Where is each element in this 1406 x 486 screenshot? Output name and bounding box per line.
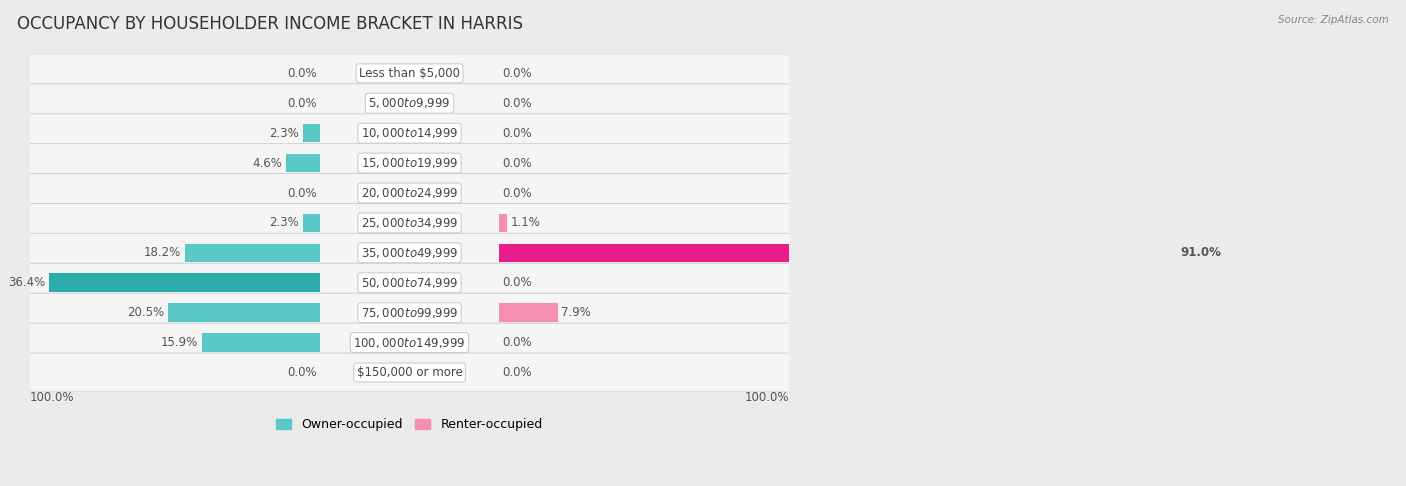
Text: 0.0%: 0.0% <box>502 156 533 170</box>
Text: OCCUPANCY BY HOUSEHOLDER INCOME BRACKET IN HARRIS: OCCUPANCY BY HOUSEHOLDER INCOME BRACKET … <box>17 15 523 33</box>
Text: 0.0%: 0.0% <box>287 97 316 110</box>
Bar <box>49 274 321 292</box>
FancyBboxPatch shape <box>28 293 790 332</box>
FancyBboxPatch shape <box>28 263 790 302</box>
Text: 36.4%: 36.4% <box>8 276 45 289</box>
Text: $15,000 to $19,999: $15,000 to $19,999 <box>361 156 458 170</box>
Bar <box>202 333 321 352</box>
Text: 0.0%: 0.0% <box>287 366 316 379</box>
Text: $20,000 to $24,999: $20,000 to $24,999 <box>361 186 458 200</box>
Text: 100.0%: 100.0% <box>30 391 75 404</box>
Bar <box>304 214 321 232</box>
Bar <box>184 243 321 262</box>
Text: 18.2%: 18.2% <box>143 246 181 260</box>
Text: Less than $5,000: Less than $5,000 <box>359 67 460 80</box>
Text: 0.0%: 0.0% <box>502 127 533 139</box>
Text: 91.0%: 91.0% <box>1180 246 1220 260</box>
Text: 0.0%: 0.0% <box>502 97 533 110</box>
Text: $50,000 to $74,999: $50,000 to $74,999 <box>361 276 458 290</box>
Text: 0.0%: 0.0% <box>287 187 316 199</box>
Text: 2.3%: 2.3% <box>270 216 299 229</box>
Text: Source: ZipAtlas.com: Source: ZipAtlas.com <box>1278 15 1389 25</box>
Bar <box>304 124 321 142</box>
Text: $75,000 to $99,999: $75,000 to $99,999 <box>361 306 458 320</box>
Text: 20.5%: 20.5% <box>127 306 165 319</box>
Text: $10,000 to $14,999: $10,000 to $14,999 <box>361 126 458 140</box>
Text: 2.3%: 2.3% <box>270 127 299 139</box>
FancyBboxPatch shape <box>28 323 790 362</box>
Text: 1.1%: 1.1% <box>510 216 541 229</box>
Text: 0.0%: 0.0% <box>502 67 533 80</box>
Bar <box>499 303 558 322</box>
Text: 100.0%: 100.0% <box>745 391 789 404</box>
Text: $35,000 to $49,999: $35,000 to $49,999 <box>361 246 458 260</box>
Text: 0.0%: 0.0% <box>287 67 316 80</box>
FancyBboxPatch shape <box>28 84 790 122</box>
FancyBboxPatch shape <box>28 174 790 212</box>
FancyBboxPatch shape <box>28 204 790 243</box>
Bar <box>285 154 321 173</box>
FancyBboxPatch shape <box>28 54 790 93</box>
Bar <box>499 214 508 232</box>
Text: 0.0%: 0.0% <box>502 187 533 199</box>
FancyBboxPatch shape <box>28 144 790 183</box>
Text: $5,000 to $9,999: $5,000 to $9,999 <box>368 96 451 110</box>
Text: 4.6%: 4.6% <box>252 156 283 170</box>
Text: 15.9%: 15.9% <box>160 336 198 349</box>
Text: 7.9%: 7.9% <box>561 306 592 319</box>
Text: 0.0%: 0.0% <box>502 336 533 349</box>
FancyBboxPatch shape <box>28 114 790 153</box>
FancyBboxPatch shape <box>28 353 790 392</box>
Bar <box>167 303 321 322</box>
FancyBboxPatch shape <box>28 233 790 272</box>
Bar <box>499 243 1177 262</box>
Legend: Owner-occupied, Renter-occupied: Owner-occupied, Renter-occupied <box>271 414 548 436</box>
Text: $25,000 to $34,999: $25,000 to $34,999 <box>361 216 458 230</box>
Text: 0.0%: 0.0% <box>502 366 533 379</box>
Text: 0.0%: 0.0% <box>502 276 533 289</box>
Text: $100,000 to $149,999: $100,000 to $149,999 <box>353 336 465 349</box>
Text: $150,000 or more: $150,000 or more <box>357 366 463 379</box>
